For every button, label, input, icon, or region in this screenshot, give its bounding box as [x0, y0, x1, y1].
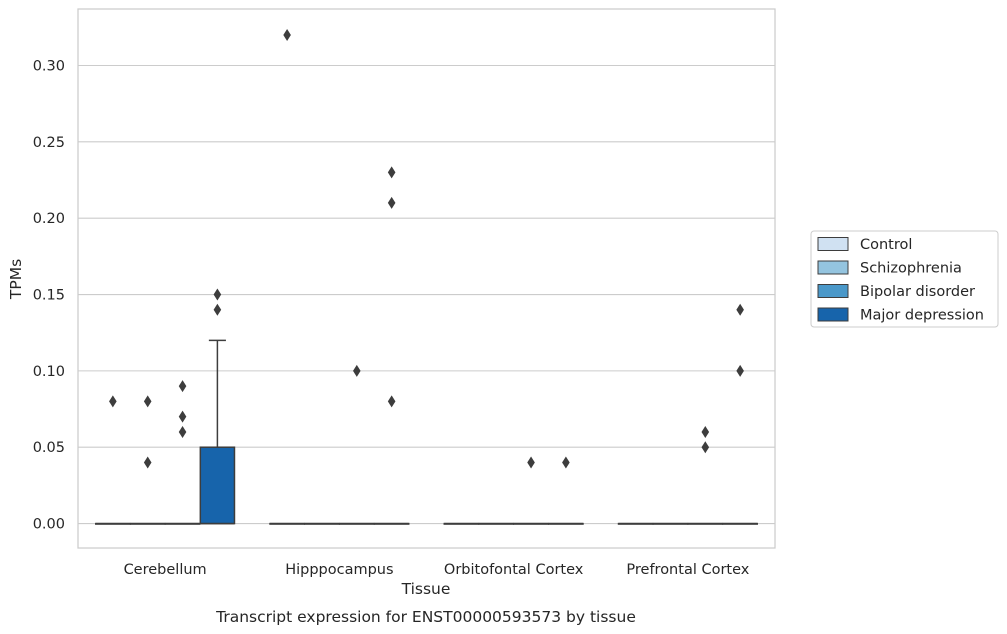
box-group [304, 522, 340, 525]
box-group [443, 522, 480, 525]
box-group [617, 522, 654, 525]
y-axis-label: TPMs [7, 259, 25, 300]
outlier-marker [283, 28, 291, 41]
plot-area-frame [77, 8, 776, 549]
outlier-marker [213, 303, 222, 316]
outlier-marker [109, 395, 117, 408]
outlier-marker [736, 303, 744, 316]
outlier-marker [143, 395, 152, 408]
legend-label: Schizophrenia [860, 261, 962, 277]
y-tick-label: 0.25 [33, 135, 65, 151]
legend-label: Control [860, 237, 912, 253]
y-axis-ticks: 0.00 0.05 0.10 0.15 0.20 0.25 0.30 [33, 58, 65, 532]
box-group [164, 522, 201, 525]
box-group [513, 522, 549, 525]
outlier-marker [178, 380, 187, 393]
boxes [95, 339, 758, 525]
box-group [199, 339, 236, 525]
outliers [109, 28, 744, 469]
legend: Control Schizophrenia Bipolar disorder Majo… [810, 230, 999, 328]
outlier-marker [178, 425, 187, 438]
outlier-marker [387, 395, 396, 408]
legend-swatch [817, 260, 849, 275]
x-tick-label: Prefrontal Cortex [626, 562, 749, 578]
outlier-marker [527, 456, 535, 469]
legend-frame [810, 230, 999, 328]
outlier-marker [387, 196, 396, 209]
legend-label: Bipolar disorder [860, 284, 975, 300]
box-group [373, 522, 410, 525]
box-body [199, 446, 236, 525]
x-tick-label: Orbitofontal Cortex [444, 562, 584, 578]
legend-swatch [817, 307, 849, 322]
box-group [548, 522, 584, 525]
box-group [722, 522, 758, 525]
y-tick-label: 0.15 [33, 288, 65, 304]
box-group [478, 522, 515, 525]
x-axis-label: Tissue [401, 580, 451, 598]
outlier-marker [143, 456, 152, 469]
legend-label: Major depression [860, 308, 984, 324]
x-tick-label: Hipppocampus [285, 562, 393, 578]
y-tick-label: 0.05 [33, 440, 65, 456]
y-tick-label: 0.20 [33, 211, 65, 227]
box-group [269, 522, 305, 525]
chart-caption: Transcript expression for ENST0000059357… [215, 608, 636, 626]
outlier-marker [701, 441, 710, 454]
outlier-marker [387, 166, 396, 179]
outlier-marker [178, 410, 187, 423]
legend-swatch [817, 284, 849, 298]
box-group [338, 522, 375, 525]
outlier-marker [562, 456, 570, 469]
outlier-marker [736, 364, 744, 377]
x-tick-label: Cerebellum [124, 562, 207, 578]
outlier-marker [701, 425, 710, 438]
y-tick-label: 0.00 [33, 517, 65, 533]
outlier-marker [353, 364, 361, 377]
y-tick-label: 0.30 [33, 58, 65, 74]
y-tick-label: 0.10 [33, 364, 65, 380]
box-group [95, 522, 131, 525]
box-group [687, 522, 724, 525]
legend-swatch [817, 237, 849, 251]
x-axis-ticks: Cerebellum Hipppocampus Orbitofontal Corte… [124, 562, 750, 578]
gridlines [78, 64, 775, 525]
box-group [129, 522, 166, 525]
outlier-marker [213, 288, 222, 301]
box-group [652, 522, 689, 525]
